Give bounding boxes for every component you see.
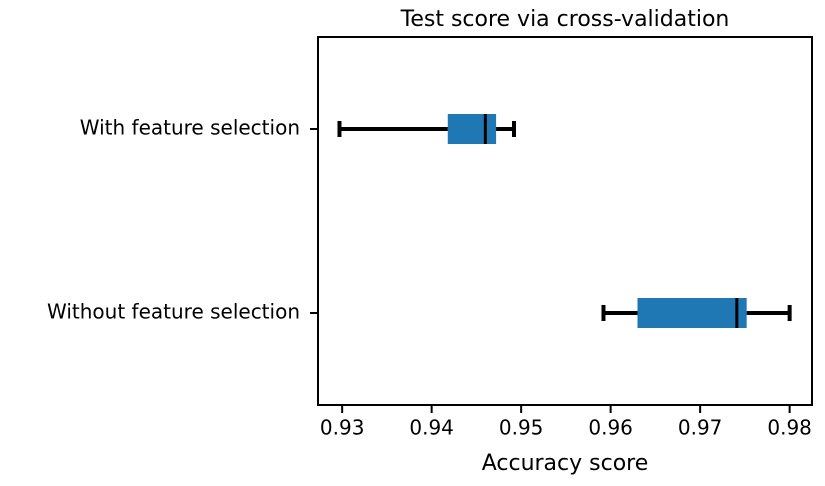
x-tick-label: 0.94 (409, 416, 454, 440)
box (637, 298, 747, 328)
x-tick-label: 0.93 (320, 416, 365, 440)
x-tick-label: 0.98 (767, 416, 812, 440)
x-tick-label: 0.97 (678, 416, 723, 440)
y-tick-label: Without feature selection (47, 300, 300, 324)
y-tick-label: With feature selection (80, 116, 300, 140)
x-tick-label: 0.95 (499, 416, 544, 440)
box (447, 114, 497, 144)
x-axis-label: Accuracy score (482, 451, 649, 476)
plot-frame (317, 36, 813, 406)
x-tick-label: 0.96 (588, 416, 633, 440)
chart-title: Test score via cross-validation (400, 7, 730, 32)
